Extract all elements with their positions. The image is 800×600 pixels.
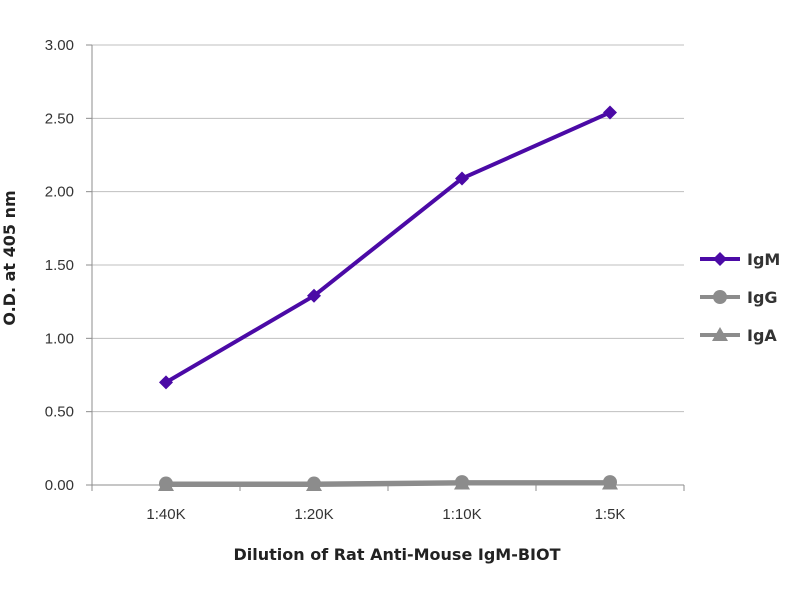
legend-label: IgG — [747, 288, 778, 307]
legend-label: IgM — [747, 250, 780, 269]
legend: IgM IgG IgA — [700, 250, 780, 345]
data-point — [603, 475, 617, 490]
legend-item-igm: IgM — [700, 250, 780, 269]
gridlines — [92, 44, 684, 413]
data-point — [307, 476, 321, 491]
y-tick-label: 0.50 — [45, 404, 74, 421]
data-point — [455, 171, 469, 186]
legend-swatch-marker — [713, 252, 727, 266]
y-tick-label: 1.00 — [45, 330, 74, 347]
axes — [86, 44, 685, 491]
series-igm — [159, 105, 617, 390]
tick-labels: 0.00 0.50 1.00 1.50 2.00 2.50 3.00 1:40K 1:20K 1:… — [45, 37, 626, 523]
x-tick-label: 1:20K — [294, 506, 333, 523]
data-point — [307, 288, 321, 303]
y-tick-label: 0.00 — [45, 477, 74, 494]
data-point — [159, 476, 173, 491]
data-point — [159, 375, 173, 390]
y-tick-label: 3.00 — [45, 37, 74, 54]
x-tick-label: 1:5K — [595, 506, 626, 523]
series-igg — [159, 475, 617, 491]
y-tick-label: 2.00 — [45, 184, 74, 201]
data-point — [603, 105, 617, 120]
legend-label: IgA — [747, 326, 777, 345]
series-lines — [158, 105, 618, 491]
legend-item-igg: IgG — [700, 288, 778, 307]
legend-swatch-marker — [713, 290, 727, 304]
y-tick-label: 2.50 — [45, 110, 74, 127]
series-line — [166, 480, 610, 486]
legend-swatch-marker — [712, 327, 728, 341]
x-tick-label: 1:40K — [146, 506, 185, 523]
y-axis-title: O.D. at 405 nm — [0, 190, 19, 325]
x-axis-title: Dilution of Rat Anti-Mouse IgM-BIOT — [233, 545, 560, 564]
data-point — [455, 475, 469, 490]
x-tick-label: 1:10K — [442, 506, 481, 523]
y-tick-label: 1.50 — [45, 257, 74, 274]
series-line — [164, 110, 611, 385]
legend-item-iga: IgA — [700, 326, 777, 345]
